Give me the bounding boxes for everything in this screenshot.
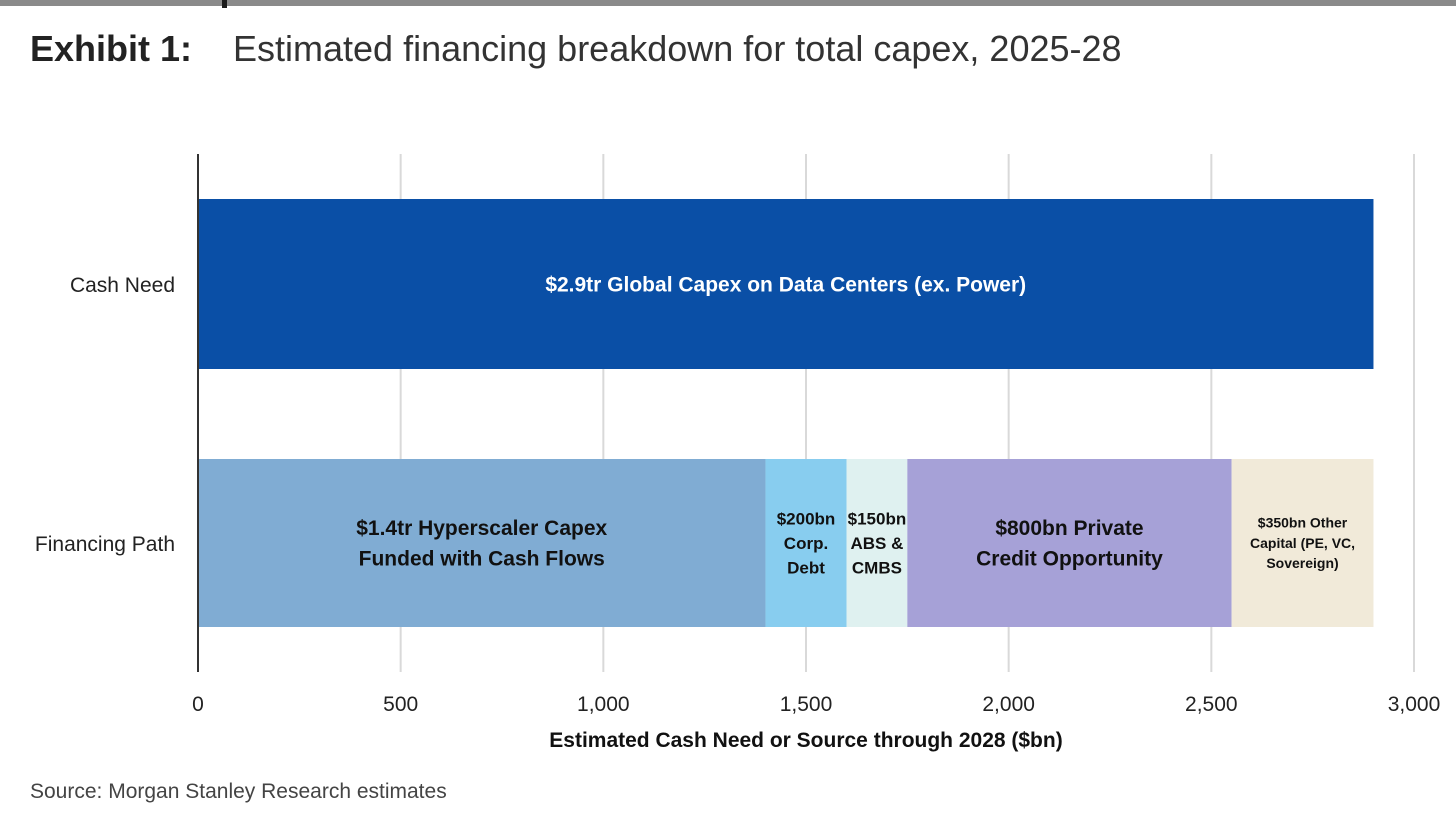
exhibit-title-text: Estimated financing breakdown for total …: [233, 28, 1122, 69]
top-border-marker: [222, 0, 227, 8]
category-label-0: Cash Need: [70, 274, 175, 297]
bar-segment-label-2: $200bn Corp. Debt: [777, 509, 836, 577]
x-tick-label-6: 3,000: [1388, 693, 1441, 716]
bar-segment-4: [907, 459, 1232, 627]
exhibit-title: Exhibit 1: Estimated financing breakdown …: [30, 28, 1122, 70]
bar-segment-3: [846, 459, 908, 627]
bar-segment-label-3: $150bn ABS & CMBS: [848, 509, 907, 577]
x-tick-label-0: 0: [192, 693, 204, 716]
bar-segment-label-5: $350bn Other Capital (PE, VC, Sovereign): [1250, 515, 1355, 572]
x-tick-label-5: 2,500: [1185, 693, 1238, 716]
source-note: Source: Morgan Stanley Research estimate…: [30, 780, 447, 803]
bar-segment-label-0: $2.9tr Global Capex on Data Centers (ex.…: [545, 273, 1026, 296]
exhibit-label: Exhibit 1:: [30, 28, 193, 69]
x-tick-label-1: 500: [383, 693, 418, 716]
bar-segment-1: [198, 459, 766, 627]
x-axis-title: Estimated Cash Need or Source through 20…: [549, 729, 1062, 752]
x-tick-label-3: 1,500: [780, 693, 833, 716]
bar-segment-5: [1231, 459, 1374, 627]
top-border-strip: [0, 0, 1456, 6]
bar-segment-0: [198, 199, 1374, 369]
bar-segment-label-4: $800bn Private Credit Opportunity: [976, 517, 1163, 570]
category-label-1: Financing Path: [35, 533, 175, 556]
bar-segment-label-1: $1.4tr Hyperscaler Capex Funded with Cash…: [356, 517, 607, 570]
financing-bar-chart: $2.9tr Global Capex on Data Centers (ex.…: [35, 154, 1441, 752]
bar-segment-2: [765, 459, 847, 627]
x-tick-label-2: 1,000: [577, 693, 630, 716]
x-tick-label-4: 2,000: [982, 693, 1035, 716]
